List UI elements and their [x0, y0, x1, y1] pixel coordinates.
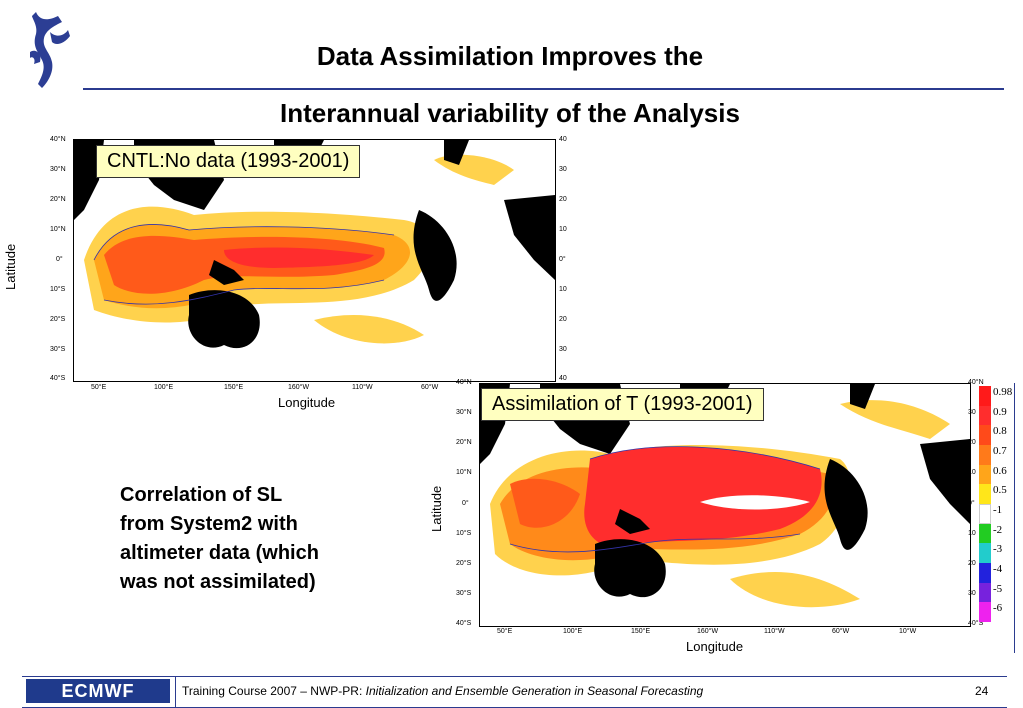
colorbar-swatch — [979, 504, 991, 524]
map-assim-ylabel: Latitude — [429, 485, 444, 532]
colorbar-swatch — [979, 405, 991, 426]
footer-course-prefix: Training Course 2007 – NWP-PR: — [182, 684, 366, 698]
correlation-line: altimeter data (which — [120, 542, 319, 564]
map-assim-lon-tick: 10°W — [899, 628, 917, 635]
map-cntl-lat-tick: 30°S — [50, 346, 66, 353]
map-assim-lat-tick: 30°S — [456, 590, 472, 597]
title-line-2: Interannual variability of the Analysis — [280, 98, 740, 128]
colorbar-swatch — [979, 543, 991, 563]
footer-course-title: Initialization and Ensemble Generation i… — [365, 684, 704, 698]
map-cntl-lat-tick: 40°N — [50, 136, 66, 143]
colorbar-swatch — [979, 386, 991, 406]
map-cntl-lon-tick: 150°E — [224, 384, 244, 391]
map-cntl-lat-tick-right: 30 — [559, 346, 567, 353]
map-assim-lat-tick: 40°N — [456, 379, 472, 386]
map-assim-lon-tick: 100°E — [563, 628, 583, 635]
map-cntl-lon-tick: 160°W — [288, 384, 310, 391]
map-cntl-lat-tick: 30°N — [50, 166, 66, 173]
map-cntl-lat-tick: 40°S — [50, 375, 66, 382]
correlation-line: Correlation of SL — [120, 484, 283, 506]
map-assim-lat-tick-right: 10 — [968, 469, 976, 476]
logo-icon — [20, 8, 72, 90]
title-divider — [83, 88, 1004, 90]
map-cntl-lat-tick: 20°S — [50, 316, 66, 323]
colorbar: 0.98 0.9 0.8 0.7 0.6 0.5 -1 -2 -3 -4 -5 -6 — [979, 386, 1019, 622]
colorbar-label: -6 — [993, 602, 1003, 615]
map-cntl-lat-tick-right: 30 — [559, 166, 567, 173]
map-cntl-label: CNTL:No data (1993-2001) — [96, 145, 361, 178]
map-cntl-ylabel: Latitude — [3, 243, 18, 290]
map-assim-lon-tick: 110°W — [764, 628, 785, 635]
colorbar-swatch — [979, 563, 991, 583]
title-line-1: Data Assimilation Improves the — [316, 41, 704, 71]
map-assim-label: Assimilation of T (1993-2001) — [481, 388, 764, 421]
correlation-line: was not assimilated) — [120, 571, 316, 593]
colorbar-label: -5 — [993, 582, 1003, 595]
map-cntl-lon-tick: 60°W — [421, 384, 439, 391]
map-assim-lat-tick-right: 30 — [968, 409, 976, 416]
colorbar-label: -3 — [993, 543, 1003, 556]
map-assim-lat-tick-right: 30 — [968, 590, 976, 597]
colorbar-swatch — [979, 425, 991, 445]
map-assim-lat-tick: 10°S — [456, 530, 472, 537]
colorbar-label: 0.7 — [993, 445, 1007, 457]
map-assim-lon-tick: 150°E — [631, 628, 651, 635]
map-cntl-lat-tick: 10°S — [50, 286, 66, 293]
map-cntl-lat-tick-right: 10 — [559, 226, 567, 233]
map-cntl-lat-tick-right: 20 — [559, 196, 567, 203]
correlation-text: Correlation of SL from System2 with alti… — [120, 481, 420, 597]
map-assim-lat-tick-right: 10 — [968, 530, 976, 537]
colorbar-label: -4 — [993, 563, 1003, 575]
map-cntl-lat-tick-right: 0° — [559, 256, 566, 263]
map-assim-xlabel: Longitude — [686, 639, 744, 654]
map-assim-lat-tick-right: 20 — [968, 560, 976, 567]
map-cntl-lat-tick-right: 20 — [559, 316, 567, 323]
colorbar-edge — [1014, 383, 1015, 653]
footer-course: Training Course 2007 – NWP-PR: Initializ… — [182, 684, 703, 698]
map-assim — [479, 383, 971, 627]
colorbar-swatch — [979, 464, 991, 485]
ecmwf-logo: ECMWF — [26, 679, 170, 703]
colorbar-label: 0.98 — [993, 386, 1013, 398]
map-cntl-lat-tick: 0° — [56, 256, 63, 263]
map-assim-lat-tick-right: 40°S — [968, 620, 984, 627]
map-assim-lat-tick: 10°N — [456, 469, 472, 476]
map-cntl-lon-tick: 50°E — [91, 384, 107, 391]
map-cntl-lat-tick: 10°N — [50, 226, 66, 233]
colorbar-label: 0.8 — [993, 425, 1007, 438]
map-cntl-lon-tick: 110°W — [352, 384, 373, 391]
map-assim-lon-tick: 160°W — [697, 628, 719, 635]
map-assim-lat-tick-right: 40°N — [968, 379, 984, 386]
correlation-line: from System2 with — [120, 513, 298, 535]
map-assim-lat-tick: 40°S — [456, 620, 472, 627]
map-assim-lon-tick: 50°E — [497, 628, 513, 635]
map-assim-lat-tick: 20°S — [456, 560, 472, 567]
map-assim-lat-tick: 30°N — [456, 409, 472, 416]
colorbar-label: -2 — [993, 523, 1003, 536]
footer-separator — [175, 676, 176, 707]
map-cntl-lat-tick-right: 10 — [559, 286, 567, 293]
colorbar-label: -1 — [993, 504, 1003, 516]
colorbar-swatch — [979, 484, 991, 504]
map-assim-lat-tick: 0° — [462, 500, 469, 507]
map-cntl-lat-tick-right: 40 — [559, 136, 567, 143]
map-cntl-xlabel: Longitude — [278, 395, 336, 410]
colorbar-swatch — [979, 582, 991, 603]
colorbar-swatch — [979, 602, 991, 622]
map-cntl — [73, 139, 556, 382]
map-assim-lon-tick: 60°W — [832, 628, 850, 635]
colorbar-label: 0.6 — [993, 464, 1007, 477]
map-assim-lat-tick-right: 0° — [968, 500, 975, 507]
colorbar-swatch — [979, 445, 991, 465]
map-assim-lat-tick: 20°N — [456, 439, 472, 446]
map-cntl-lon-tick: 100°E — [154, 384, 174, 391]
page-number: 24 — [975, 684, 989, 698]
colorbar-label: 0.5 — [993, 484, 1007, 497]
colorbar-swatch — [979, 523, 991, 544]
map-cntl-lat-tick: 20°N — [50, 196, 66, 203]
colorbar-label: 0.9 — [993, 405, 1007, 418]
map-assim-lat-tick-right: 20 — [968, 439, 976, 446]
map-cntl-lat-tick-right: 40 — [559, 375, 567, 382]
